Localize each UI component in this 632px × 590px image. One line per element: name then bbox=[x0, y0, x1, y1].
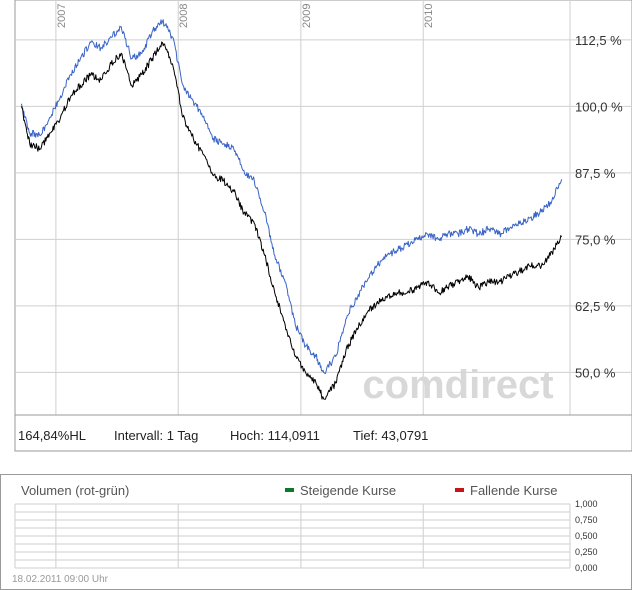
volume-chart: Volumen (rot-grün) Steigende Kurse Falle… bbox=[0, 474, 632, 590]
stat-hl: 164,84%HL bbox=[18, 428, 86, 443]
y-axis: 112,5 % 100,0 % 87,5 % 75,0 % 62,5 % 50,0 % bbox=[575, 33, 623, 381]
y-tick-label: 100,0 % bbox=[575, 99, 623, 114]
x-tick-label: 2008 bbox=[178, 4, 190, 28]
watermark-text: comdirect bbox=[362, 363, 553, 407]
legend-falling-swatch bbox=[455, 488, 464, 492]
stat-interval: Intervall: 1 Tag bbox=[114, 428, 198, 443]
volume-tick-label: 0,250 bbox=[575, 547, 598, 557]
x-tick-label: 2010 bbox=[423, 4, 435, 28]
y-tick-label: 87,5 % bbox=[575, 166, 616, 181]
price-grid bbox=[15, 0, 632, 415]
x-tick-label: 2009 bbox=[301, 4, 313, 28]
series-line-black bbox=[20, 41, 563, 400]
volume-tick-label: 0,750 bbox=[575, 515, 598, 525]
stat-low: Tief: 43,0791 bbox=[353, 428, 428, 443]
y-tick-label: 75,0 % bbox=[575, 232, 616, 247]
volume-title: Volumen (rot-grün) bbox=[21, 483, 129, 498]
legend-falling-label: Fallende Kurse bbox=[470, 483, 557, 498]
timestamp: 18.02.2011 09:00 Uhr bbox=[12, 574, 109, 585]
volume-grid bbox=[14, 503, 571, 569]
volume-y-axis: 1,000 0,750 0,500 0,250 0,000 bbox=[575, 499, 598, 573]
price-series bbox=[20, 19, 563, 400]
x-axis: 2007 2008 2009 2010 bbox=[56, 4, 435, 28]
volume-tick-label: 0,000 bbox=[575, 563, 598, 573]
y-tick-label: 62,5 % bbox=[575, 299, 616, 314]
series-line-blue bbox=[20, 19, 563, 375]
volume-tick-label: 0,500 bbox=[575, 531, 598, 541]
stat-high: Hoch: 114,0911 bbox=[230, 428, 320, 443]
x-tick-label: 2007 bbox=[56, 4, 68, 28]
price-chart: 2007 2008 2009 2010 112,5 % 100,0 % 87,5 % 75,… bbox=[14, 0, 632, 452]
volume-tick-label: 1,000 bbox=[575, 499, 598, 509]
price-plot-frame bbox=[14, 0, 632, 452]
legend-rising-label: Steigende Kurse bbox=[300, 483, 396, 498]
y-tick-label: 50,0 % bbox=[575, 365, 616, 380]
legend-rising-swatch bbox=[285, 488, 294, 492]
watermark-logo: comdirect bbox=[362, 363, 553, 407]
y-tick-label: 112,5 % bbox=[575, 33, 622, 48]
